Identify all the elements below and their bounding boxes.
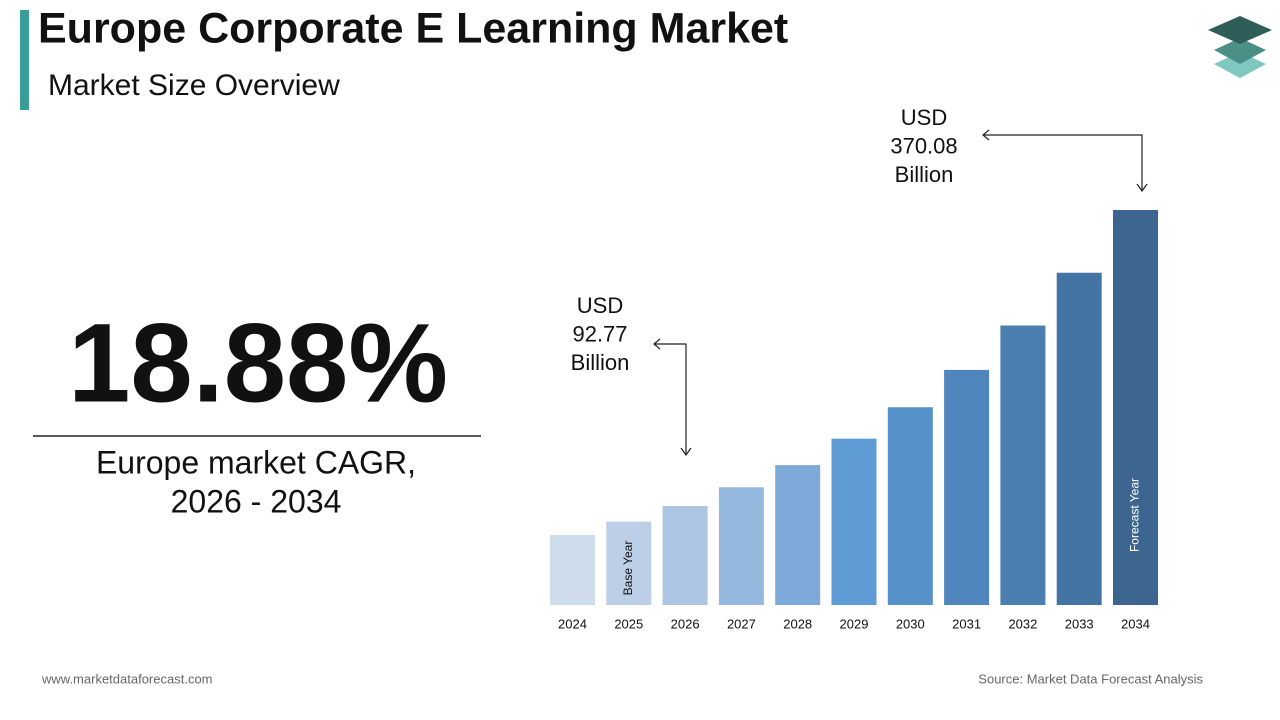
x-tick-label: 2024 bbox=[558, 616, 587, 631]
bar bbox=[606, 521, 652, 605]
x-tick-label: 2034 bbox=[1121, 616, 1150, 631]
x-tick-label: 2026 bbox=[671, 616, 700, 631]
x-tick-label: 2027 bbox=[727, 616, 756, 631]
x-tick-label: 2033 bbox=[1065, 616, 1094, 631]
annotation: USD bbox=[577, 293, 623, 318]
bar bbox=[944, 369, 990, 605]
source: Source: Market Data Forecast Analysis bbox=[978, 671, 1203, 686]
x-tick-label: 2029 bbox=[840, 616, 869, 631]
bar bbox=[831, 438, 877, 605]
title: Europe Corporate E Learning Market bbox=[38, 4, 788, 52]
bar bbox=[718, 487, 764, 605]
accent-bar bbox=[20, 10, 29, 110]
logo bbox=[1208, 16, 1272, 78]
cagr-value: 18.88% bbox=[68, 301, 448, 426]
website: www.marketdataforecast.com bbox=[41, 671, 213, 686]
bar bbox=[1056, 272, 1102, 605]
bar-label: Base Year bbox=[621, 541, 635, 596]
bar bbox=[662, 505, 708, 605]
bar bbox=[550, 534, 595, 605]
annotation: 92.77 bbox=[572, 321, 627, 346]
x-tick-label: 2030 bbox=[896, 616, 925, 631]
bar bbox=[1113, 210, 1158, 605]
bar bbox=[887, 407, 933, 605]
arrow bbox=[653, 129, 1148, 457]
cagr-caption: 2026 - 2034 bbox=[171, 483, 342, 519]
bar bbox=[775, 465, 821, 605]
subtitle: Market Size Overview bbox=[48, 69, 340, 102]
x-tick-label: 2028 bbox=[783, 616, 812, 631]
annotation: 370.08 bbox=[890, 133, 957, 158]
x-tick-label: 2025 bbox=[614, 616, 643, 631]
x-tick-label: 2031 bbox=[952, 616, 981, 631]
bar-label: Forecast Year bbox=[1128, 478, 1142, 552]
x-tick-label: 2032 bbox=[1008, 616, 1037, 631]
bar bbox=[1000, 325, 1046, 605]
annotation: Billion bbox=[571, 350, 630, 375]
annotation: Billion bbox=[895, 162, 954, 187]
cagr-caption: Europe market CAGR, bbox=[96, 444, 416, 480]
annotation: USD bbox=[901, 105, 947, 130]
